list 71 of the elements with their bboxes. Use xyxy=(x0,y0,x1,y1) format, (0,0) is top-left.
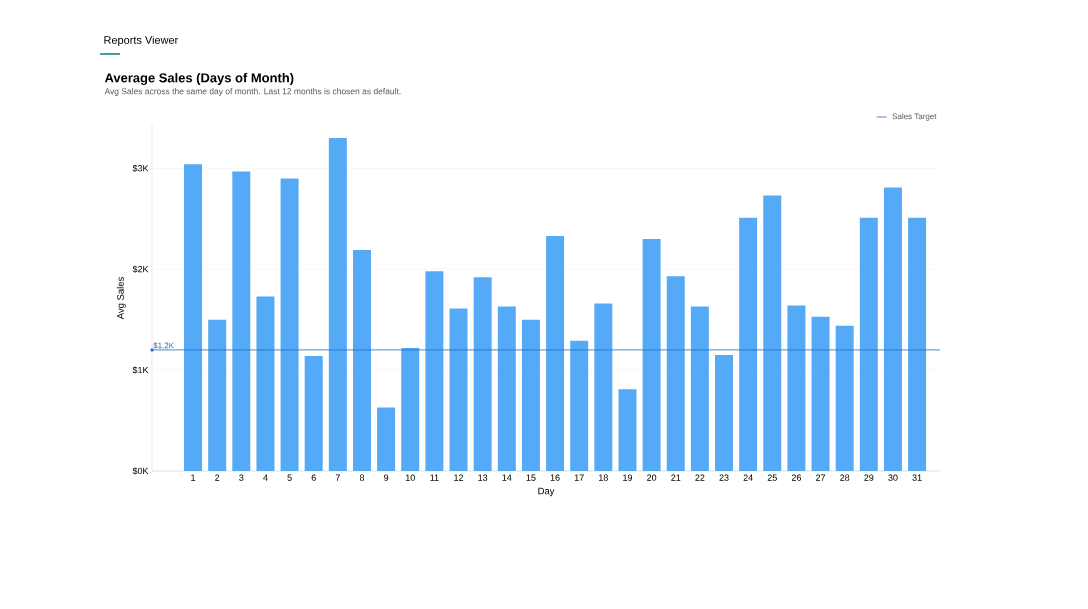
bar xyxy=(739,217,758,471)
y-tick-label: $0K xyxy=(132,467,149,475)
bar xyxy=(497,306,516,471)
bar xyxy=(521,319,540,471)
x-tick-label: 27 xyxy=(816,474,826,481)
bar xyxy=(690,306,709,471)
y-tick-label: $3K xyxy=(132,164,149,172)
bar xyxy=(401,347,420,471)
x-tick-label: 14 xyxy=(502,474,512,481)
x-tick-label: 8 xyxy=(359,474,365,481)
x-tick-label: 5 xyxy=(287,474,292,481)
bar xyxy=(763,195,782,471)
x-tick-label: 30 xyxy=(888,474,898,481)
bar xyxy=(859,217,878,471)
y-tick-label: $2K xyxy=(132,265,149,273)
bar xyxy=(618,389,637,471)
bar xyxy=(473,277,492,471)
x-tick-label: 25 xyxy=(767,474,777,481)
y-axis-title: Avg Sales xyxy=(116,277,126,320)
bar xyxy=(570,340,589,471)
text: Reports Viewer xyxy=(104,35,179,47)
x-tick-label: 1 xyxy=(191,474,196,481)
x-tick-label: 21 xyxy=(671,474,681,481)
bar xyxy=(666,276,685,471)
x-tick-label: 12 xyxy=(454,474,464,481)
x-tick-label: 13 xyxy=(478,474,488,481)
x-tick-label: 2 xyxy=(215,474,220,481)
y-tick-label: $1K xyxy=(132,366,149,374)
bar xyxy=(811,316,830,471)
bar xyxy=(908,217,927,471)
bar xyxy=(425,271,444,471)
x-tick-label: 18 xyxy=(599,474,608,481)
chart-title: Average Sales (Days of Month) xyxy=(104,72,294,86)
bar xyxy=(328,138,347,471)
bar xyxy=(787,305,806,471)
x-tick-label: 29 xyxy=(864,474,874,481)
x-tick-label: 16 xyxy=(550,474,560,481)
bar xyxy=(835,325,854,471)
bar xyxy=(208,319,227,471)
x-tick-label: 19 xyxy=(623,474,633,481)
x-tick-label: 22 xyxy=(695,474,705,481)
x-tick-label: 3 xyxy=(239,474,244,481)
x-tick-label: 31 xyxy=(912,474,922,481)
bar xyxy=(715,354,734,471)
x-tick-label: 7 xyxy=(335,474,340,481)
bar xyxy=(546,235,565,471)
x-tick-label: 11 xyxy=(430,474,439,481)
bar xyxy=(883,187,902,471)
x-tick-label: 26 xyxy=(791,474,801,481)
x-tick-label: 9 xyxy=(384,474,389,481)
bar xyxy=(352,250,371,471)
bar xyxy=(594,303,613,471)
bar xyxy=(449,308,468,471)
bar xyxy=(280,178,299,471)
x-tick-label: 24 xyxy=(743,474,753,481)
x-tick-label: 10 xyxy=(405,474,415,481)
x-tick-label: 20 xyxy=(647,474,657,481)
chart-subtitle: Avg Sales across the same day of month. Last 12 months is chosen as default. xyxy=(104,88,401,96)
bar xyxy=(304,355,323,471)
bar xyxy=(642,238,661,471)
x-tick-label: 17 xyxy=(574,474,584,481)
bar xyxy=(256,296,275,471)
x-axis-title: Day xyxy=(538,487,555,497)
x-tick-label: 4 xyxy=(263,474,268,481)
bar xyxy=(377,407,396,471)
x-tick-label: 28 xyxy=(840,474,850,481)
x-tick-label: 6 xyxy=(311,474,316,481)
x-tick-label: 23 xyxy=(719,474,729,481)
bar xyxy=(184,164,203,471)
x-tick-label: 15 xyxy=(526,474,536,481)
bar xyxy=(232,171,251,471)
